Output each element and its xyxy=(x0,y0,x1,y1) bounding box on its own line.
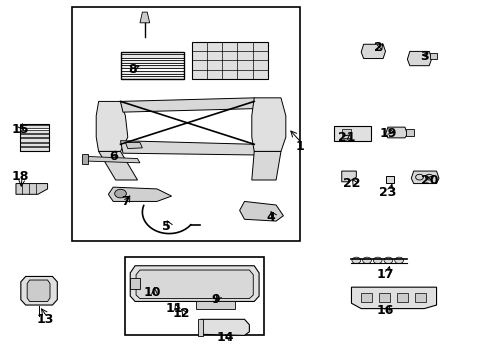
Polygon shape xyxy=(405,129,413,136)
Polygon shape xyxy=(341,171,356,182)
Bar xyxy=(120,71,183,74)
Text: 17: 17 xyxy=(376,268,393,281)
Text: 10: 10 xyxy=(143,286,161,299)
Bar xyxy=(20,125,49,128)
Bar xyxy=(20,139,49,141)
Polygon shape xyxy=(130,266,259,301)
Circle shape xyxy=(394,257,403,264)
Text: 4: 4 xyxy=(266,211,275,224)
Polygon shape xyxy=(378,293,389,302)
Polygon shape xyxy=(239,202,283,221)
Polygon shape xyxy=(351,287,436,309)
Polygon shape xyxy=(361,44,385,59)
Bar xyxy=(192,41,267,79)
Polygon shape xyxy=(130,278,140,289)
Polygon shape xyxy=(201,319,249,336)
Text: 1: 1 xyxy=(295,140,304,153)
Bar xyxy=(72,7,300,241)
Bar xyxy=(120,65,183,68)
Text: 8: 8 xyxy=(128,63,137,76)
Bar xyxy=(120,54,183,58)
Text: 13: 13 xyxy=(37,313,54,326)
Polygon shape xyxy=(407,51,431,66)
Polygon shape xyxy=(99,152,137,180)
Polygon shape xyxy=(251,152,281,180)
Circle shape xyxy=(383,257,392,264)
Polygon shape xyxy=(136,270,253,298)
Bar xyxy=(125,257,264,336)
Polygon shape xyxy=(96,102,127,152)
Bar xyxy=(120,76,183,79)
Bar xyxy=(120,52,183,79)
Text: 22: 22 xyxy=(342,177,360,190)
Polygon shape xyxy=(21,276,57,305)
Text: 6: 6 xyxy=(109,150,117,163)
Polygon shape xyxy=(385,127,407,138)
Polygon shape xyxy=(81,154,88,164)
Text: 11: 11 xyxy=(165,302,183,315)
Polygon shape xyxy=(125,143,142,149)
Bar xyxy=(20,134,49,137)
Text: 16: 16 xyxy=(376,304,393,317)
Bar xyxy=(20,124,49,150)
Text: 15: 15 xyxy=(11,123,29,136)
Text: 5: 5 xyxy=(162,220,171,233)
Circle shape xyxy=(115,189,126,198)
Polygon shape xyxy=(414,293,425,302)
Text: 20: 20 xyxy=(420,174,437,186)
Polygon shape xyxy=(410,171,438,184)
Circle shape xyxy=(351,257,360,264)
Text: 18: 18 xyxy=(11,170,28,183)
Polygon shape xyxy=(396,293,407,302)
Text: 14: 14 xyxy=(216,332,233,345)
Text: 23: 23 xyxy=(379,186,396,199)
Polygon shape xyxy=(251,98,285,152)
Circle shape xyxy=(362,257,371,264)
Text: 3: 3 xyxy=(419,50,428,63)
Polygon shape xyxy=(108,187,171,202)
Bar xyxy=(20,130,49,133)
Polygon shape xyxy=(198,319,203,337)
Polygon shape xyxy=(86,157,140,163)
Circle shape xyxy=(372,257,381,264)
Text: 12: 12 xyxy=(172,307,190,320)
Polygon shape xyxy=(16,184,47,194)
Text: 9: 9 xyxy=(211,293,219,306)
Bar xyxy=(20,143,49,146)
Text: 7: 7 xyxy=(121,195,129,208)
Polygon shape xyxy=(429,53,436,59)
Polygon shape xyxy=(196,301,234,309)
Text: 19: 19 xyxy=(379,127,396,140)
Polygon shape xyxy=(140,12,149,23)
Polygon shape xyxy=(27,280,50,301)
Polygon shape xyxy=(341,129,351,138)
Polygon shape xyxy=(120,98,256,112)
Polygon shape xyxy=(385,176,393,183)
Polygon shape xyxy=(334,126,370,141)
Text: 2: 2 xyxy=(373,41,382,54)
Bar xyxy=(120,60,183,63)
Polygon shape xyxy=(120,141,256,155)
Polygon shape xyxy=(361,293,371,302)
Bar xyxy=(20,147,49,150)
Text: 21: 21 xyxy=(337,131,355,144)
